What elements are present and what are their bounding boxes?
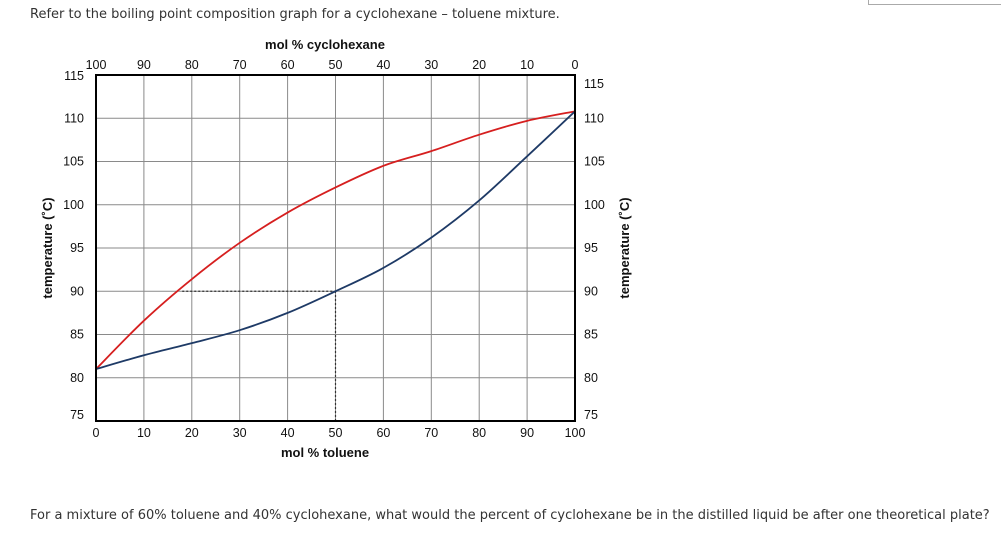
y-tick-label: 95: [70, 241, 84, 255]
y2-tick-label: 110: [584, 111, 604, 125]
chart-curves: [95, 110, 576, 370]
y2-tick-label: 90: [584, 284, 598, 298]
chart-tick-labels: 0100109020803070406050506040703080209010…: [63, 58, 605, 440]
x2-axis-title: mol % cyclohexane: [265, 37, 385, 52]
x2-tick-label: 90: [137, 58, 151, 72]
y-tick-label: 105: [63, 155, 84, 169]
chart-annotations: [182, 290, 337, 421]
y2-tick-label: 85: [584, 328, 598, 342]
x2-tick-label: 60: [281, 58, 295, 72]
x-tick-label: 50: [329, 426, 343, 440]
y-tick-label: 90: [70, 284, 84, 298]
y2-axis-title: temperature (˚C): [617, 197, 632, 298]
y2-tick-label: 80: [584, 371, 598, 385]
plot-frame: [95, 74, 576, 422]
y2-tick-label: 105: [584, 155, 605, 169]
x-tick-label: 10: [137, 426, 151, 440]
y-axis-title: temperature (˚C): [40, 197, 55, 298]
vapor-curve: [95, 110, 576, 370]
boiling-point-chart: 0100109020803070406050506040703080209010…: [40, 37, 632, 460]
y-tick-label: 110: [64, 111, 84, 125]
intro-text: Refer to the boiling point composition g…: [30, 7, 560, 22]
x2-tick-label: 40: [376, 58, 390, 72]
y2-tick-label: 95: [584, 241, 598, 255]
y2-tick-label: 75: [584, 408, 598, 422]
y-tick-label: 80: [70, 371, 84, 385]
x2-tick-label: 70: [233, 58, 247, 72]
x2-tick-label: 20: [472, 58, 486, 72]
y2-tick-label: 100: [584, 198, 605, 212]
x2-tick-label: 10: [520, 58, 534, 72]
liquid-curve: [95, 110, 576, 370]
y-tick-label: 100: [63, 198, 84, 212]
corner-frame: [868, 0, 1001, 5]
x-tick-label: 80: [472, 426, 486, 440]
x2-tick-label: 30: [424, 58, 438, 72]
x2-tick-label: 0: [572, 58, 579, 72]
y-tick-label: 75: [70, 408, 84, 422]
question-text: For a mixture of 60% toluene and 40% cyc…: [30, 508, 990, 523]
x-tick-label: 100: [565, 426, 586, 440]
y2-tick-label: 115: [584, 77, 604, 91]
x-tick-label: 0: [93, 426, 100, 440]
x-axis-title: mol % toluene: [281, 445, 369, 460]
x2-tick-label: 100: [86, 58, 107, 72]
x-tick-label: 60: [376, 426, 390, 440]
x-tick-label: 70: [424, 426, 438, 440]
x-tick-label: 90: [520, 426, 534, 440]
x2-tick-label: 50: [329, 58, 343, 72]
x2-tick-label: 80: [185, 58, 199, 72]
x-tick-label: 30: [233, 426, 247, 440]
y-tick-label: 115: [64, 69, 84, 83]
y-tick-label: 85: [70, 328, 84, 342]
x-tick-label: 20: [185, 426, 199, 440]
x-tick-label: 40: [281, 426, 295, 440]
